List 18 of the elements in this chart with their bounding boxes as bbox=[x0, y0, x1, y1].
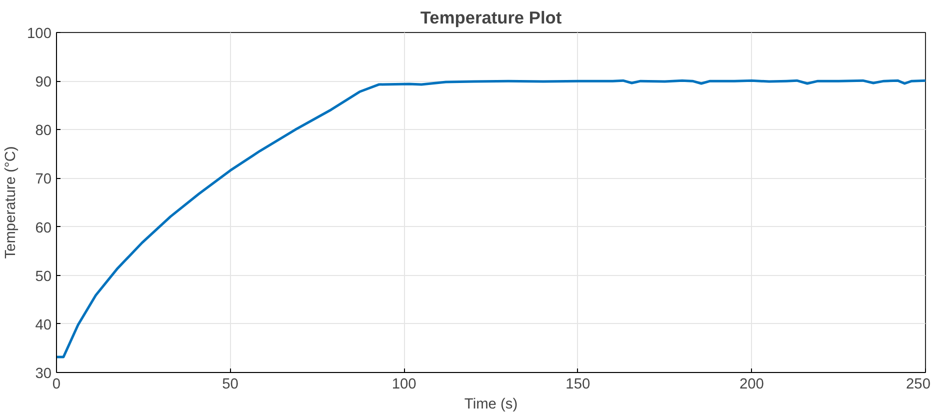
line-series bbox=[56, 79, 926, 358]
chart-title: Temperature Plot bbox=[420, 8, 562, 28]
x-tick-label: 200 bbox=[739, 376, 764, 392]
x-tick-label: 250 bbox=[906, 376, 931, 392]
y-tick-label: 80 bbox=[35, 123, 52, 140]
y-tick-label: 60 bbox=[35, 220, 52, 236]
y-tick-label: 70 bbox=[35, 172, 52, 188]
y-axis-title: Temperature (°C) bbox=[3, 146, 20, 259]
y-tick-label: 100 bbox=[27, 26, 52, 42]
x-axis-title: Time (s) bbox=[464, 396, 518, 412]
y-tick-label: 40 bbox=[35, 317, 52, 334]
y-tick-label: 30 bbox=[35, 366, 52, 382]
y-tick-label: 90 bbox=[35, 74, 52, 91]
x-tick-label: 50 bbox=[222, 376, 238, 392]
x-tick-label: 0 bbox=[52, 376, 61, 392]
y-tick-label: 50 bbox=[35, 268, 52, 285]
x-tick-label: 150 bbox=[566, 376, 590, 392]
x-tick-label: 100 bbox=[392, 376, 416, 392]
